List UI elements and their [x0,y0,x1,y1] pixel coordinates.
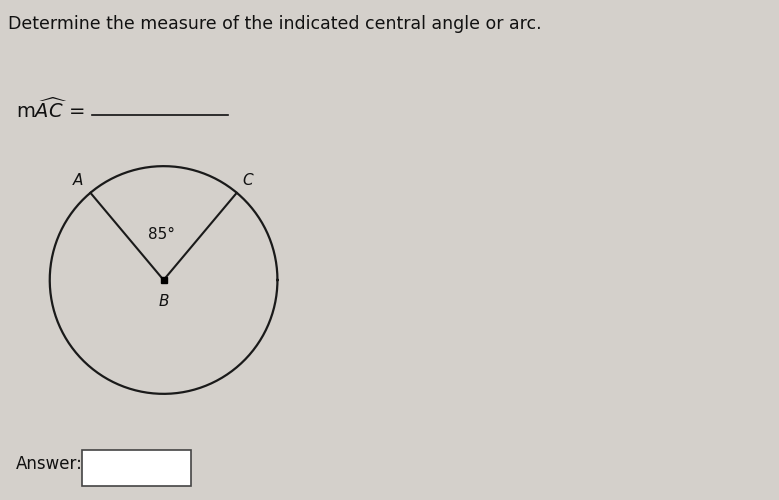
FancyBboxPatch shape [82,450,191,486]
Text: Determine the measure of the indicated central angle or arc.: Determine the measure of the indicated c… [8,15,541,33]
Text: 85°: 85° [148,227,174,242]
Text: m$\widehat{AC}$ =: m$\widehat{AC}$ = [16,98,84,122]
Text: A: A [73,173,83,188]
Text: Answer:: Answer: [16,455,83,473]
Text: C: C [242,173,253,188]
Text: B: B [158,294,169,308]
